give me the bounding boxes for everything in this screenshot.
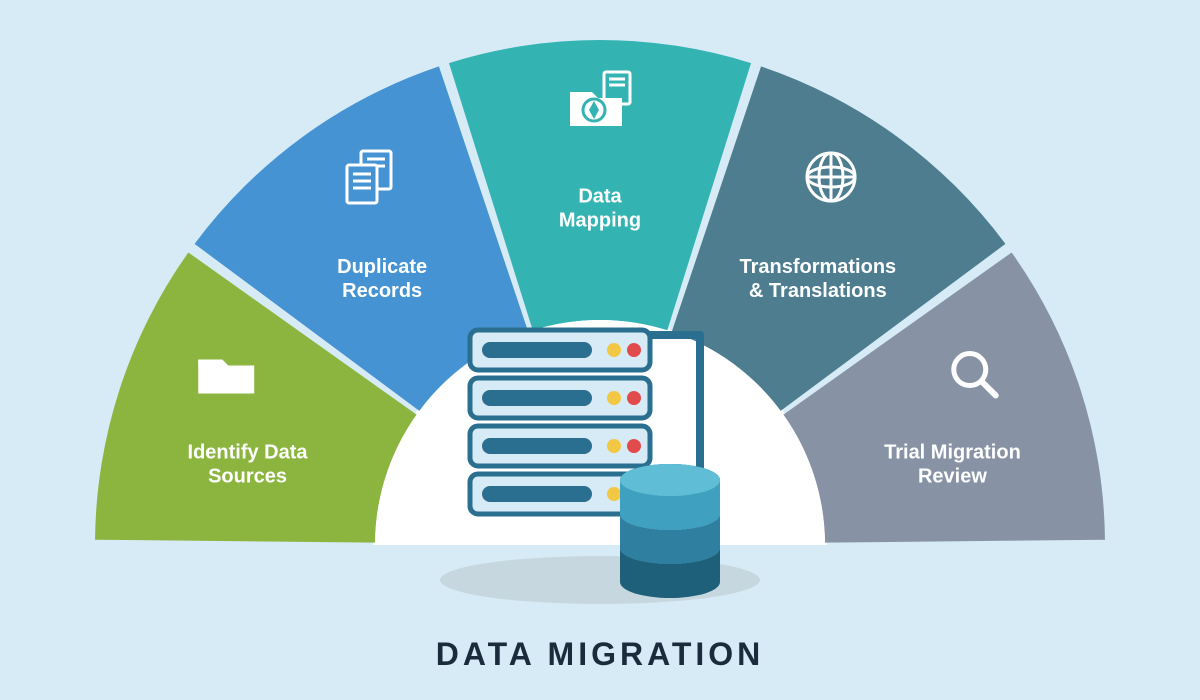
infographic-container: Identify DataSourcesDuplicateRecordsData… [0,0,1200,700]
globe-icon [807,153,855,201]
diagram-title: DATA MIGRATION [436,636,765,672]
diagram-svg: Identify DataSourcesDuplicateRecordsData… [0,0,1200,700]
database-icon [620,464,720,598]
